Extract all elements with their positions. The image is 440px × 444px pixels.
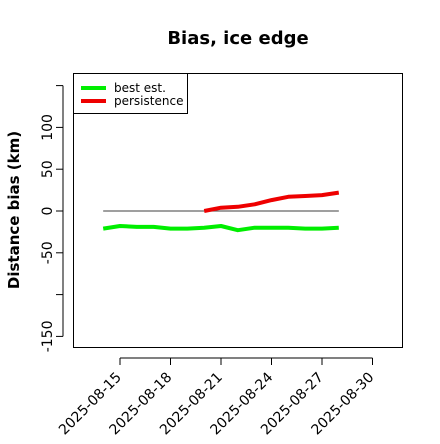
y-tick-label: 0: [40, 207, 56, 216]
y-tick-label: -50: [40, 241, 56, 264]
legend-box: [73, 73, 188, 114]
legend: best est. persistence: [73, 73, 188, 114]
y-tick-label: -150: [40, 321, 56, 353]
plot-frame: [73, 73, 403, 348]
legend-label-best-est: best est.: [114, 81, 166, 95]
series-line-best-est: [102, 224, 339, 233]
chart-title: Bias, ice edge: [167, 28, 308, 49]
legend-label-persistence: persistence: [114, 94, 183, 108]
series-line-persistence: [203, 190, 340, 213]
y-tick-label: 100: [40, 114, 56, 141]
y-axis-title: Distance bias (km): [5, 131, 23, 289]
series-layer: [102, 190, 340, 233]
y-tick-label: 50: [40, 160, 56, 178]
